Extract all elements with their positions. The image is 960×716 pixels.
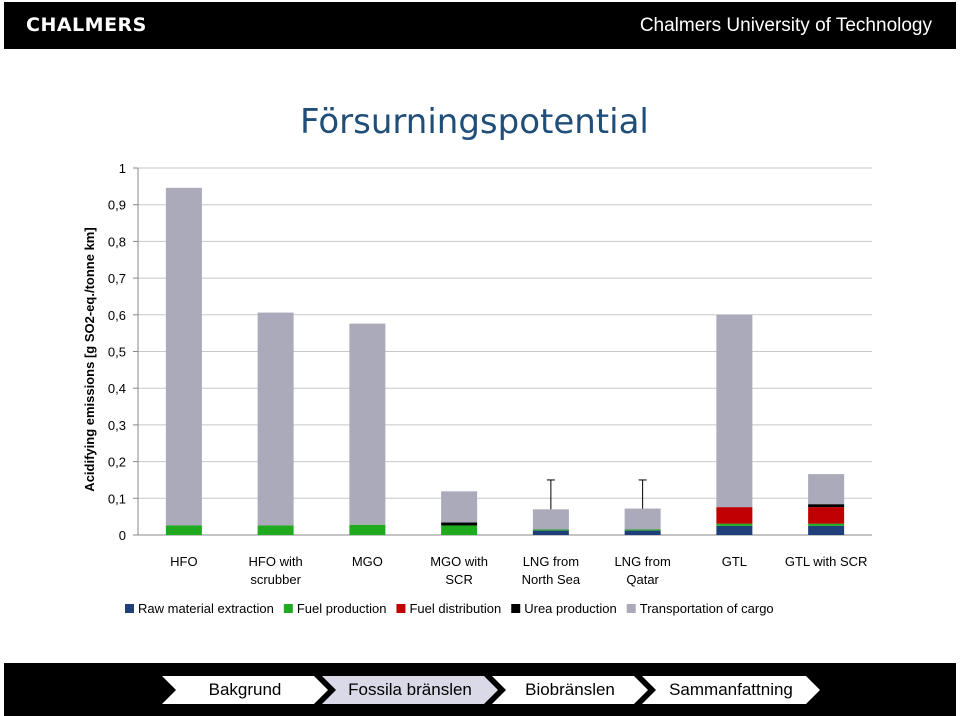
- x-tick-label: Qatar: [626, 572, 659, 587]
- legend-swatch: [511, 604, 521, 613]
- bar-segment: [808, 504, 845, 508]
- x-tick-label: scrubber: [250, 572, 301, 587]
- bar-segment: [716, 525, 753, 535]
- y-tick-label: 0,4: [108, 381, 126, 396]
- nav-item-biobranslen[interactable]: Biobränslen: [492, 676, 648, 704]
- x-tick-label: HFO with: [249, 554, 303, 569]
- slide-title: Försurningspotential: [300, 102, 649, 142]
- bar-segment: [532, 529, 569, 531]
- x-tick-label: HFO: [170, 554, 197, 569]
- section-navigation: Bakgrund Fossila bränslen Biobränslen Sa…: [4, 663, 956, 716]
- y-tick-label: 0,9: [108, 198, 126, 213]
- legend-label: Raw material extraction: [138, 601, 274, 616]
- y-tick-label: 0,7: [108, 271, 126, 286]
- bar-segment: [349, 524, 386, 535]
- bar-segment: [532, 530, 569, 535]
- bar-segment: [441, 525, 478, 535]
- legend-label: Transportation of cargo: [640, 601, 774, 616]
- bar-segment: [716, 523, 753, 526]
- legend-swatch: [626, 604, 636, 613]
- bar-segment: [165, 187, 202, 526]
- bar-segment: [257, 312, 294, 526]
- x-tick-label: MGO: [352, 554, 383, 569]
- bar-segment: [716, 507, 753, 524]
- x-tick-label: LNG from: [523, 554, 579, 569]
- y-tick-label: 0,5: [108, 345, 126, 360]
- y-tick-label: 0,3: [108, 418, 126, 433]
- bar-segment: [624, 530, 661, 535]
- bar-segment: [808, 525, 845, 535]
- nav-item-bakgrund[interactable]: Bakgrund: [162, 676, 328, 704]
- bar-segment: [257, 525, 294, 535]
- bar-segment: [808, 474, 845, 505]
- x-tick-label: North Sea: [522, 572, 581, 587]
- y-tick-label: 1: [119, 161, 126, 176]
- legend-swatch: [125, 604, 134, 613]
- bar-segment: [441, 522, 478, 526]
- legend-swatch: [396, 604, 406, 613]
- legend-label: Urea production: [524, 601, 617, 616]
- x-tick-label: SCR: [445, 572, 472, 587]
- y-tick-label: 0,8: [108, 234, 126, 249]
- bar-segment: [716, 314, 753, 508]
- bar-segment: [808, 523, 845, 526]
- header-bar: CHALMERS Chalmers University of Technolo…: [4, 2, 956, 49]
- nav-item-sammanfattning[interactable]: Sammanfattning: [642, 676, 820, 704]
- bar-segment: [165, 525, 202, 535]
- bar-segment: [532, 509, 569, 530]
- bar-segment: [624, 529, 661, 531]
- bar-segment: [441, 491, 478, 523]
- x-tick-label: LNG from: [614, 554, 670, 569]
- bar-segment: [808, 507, 845, 524]
- y-tick-label: 0,2: [108, 455, 126, 470]
- y-axis-label: Acidifying emissions [g SO2-eq./tonne km…: [82, 227, 97, 491]
- university-name: Chalmers University of Technology: [639, 15, 932, 36]
- bar-segment: [624, 508, 661, 530]
- nav-item-fossila-branslen[interactable]: Fossila bränslen: [322, 676, 498, 704]
- y-tick-label: 0: [119, 528, 126, 543]
- chalmers-logo: CHALMERS: [26, 14, 147, 36]
- legend-label: Fuel production: [297, 601, 387, 616]
- stacked-bar-chart: 0 0,1 0,2 0,3 0,4 0,5 0,6 0,7 0,8 0,9 1 Acidifying …: [82, 161, 872, 616]
- bar-segment: [349, 323, 386, 525]
- x-tick-label: GTL: [722, 554, 747, 569]
- x-tick-label: GTL with SCR: [785, 554, 868, 569]
- y-tick-label: 0,1: [108, 491, 126, 506]
- y-tick-label: 0,6: [108, 308, 126, 323]
- x-tick-label: MGO with: [430, 554, 488, 569]
- legend-swatch: [283, 604, 293, 613]
- legend-label: Fuel distribution: [409, 601, 501, 616]
